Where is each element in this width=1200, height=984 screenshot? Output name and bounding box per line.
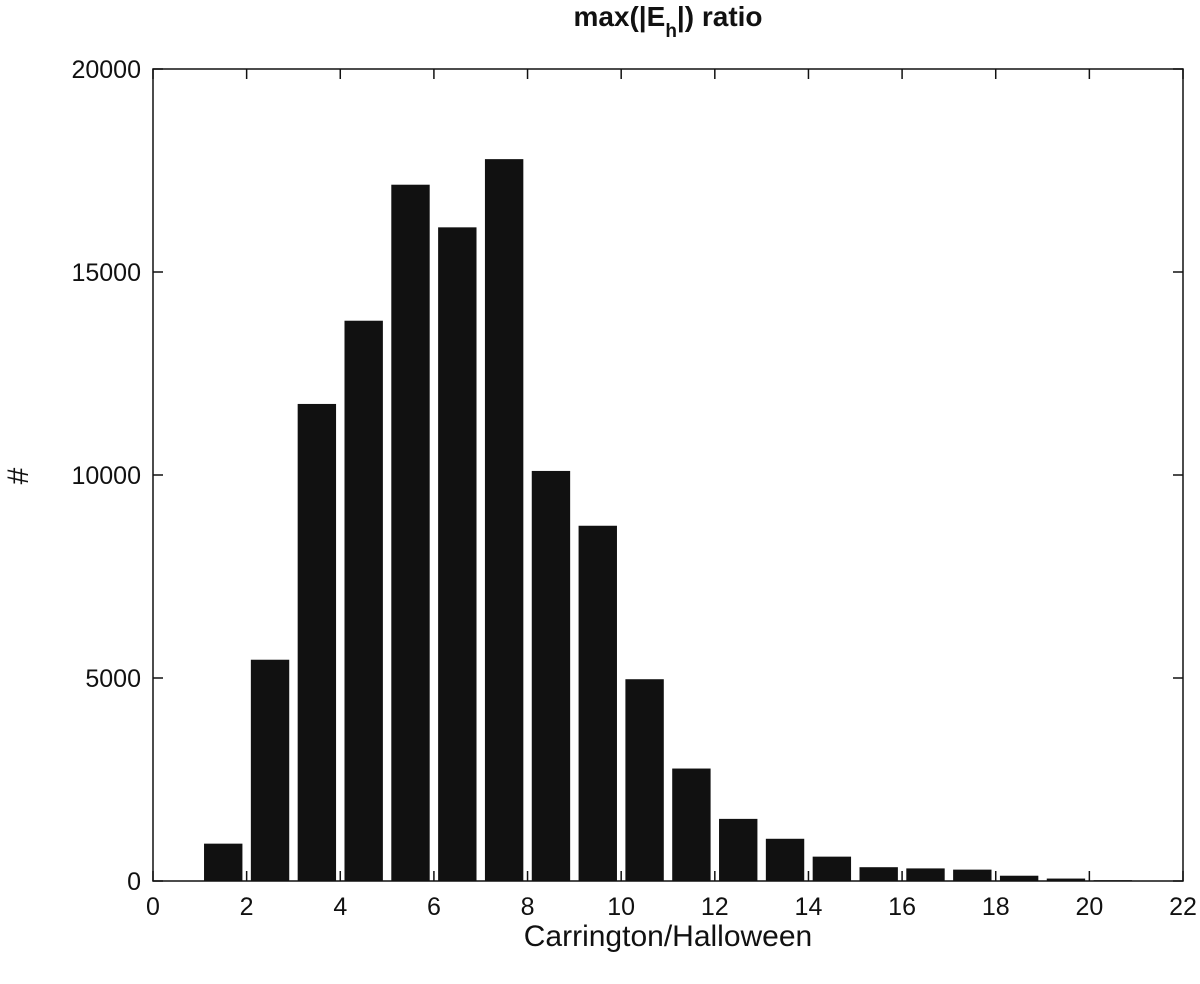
bar-3.5 — [297, 403, 337, 881]
bar-13.5 — [765, 838, 805, 881]
bar-2.5 — [250, 659, 290, 881]
x-tick-label: 22 — [1169, 893, 1197, 921]
x-tick-label: 4 — [333, 893, 347, 921]
bar-5.5 — [391, 184, 430, 881]
x-tick-label: 8 — [521, 893, 535, 921]
bar-18.5 — [999, 875, 1039, 881]
bar-11.5 — [672, 768, 711, 881]
x-tick-label: 6 — [427, 893, 441, 921]
x-tick-label: 16 — [888, 893, 916, 921]
x-tick-label: 18 — [982, 893, 1010, 921]
bar-17.5 — [953, 869, 992, 881]
x-axis-label: Carrington/Halloween — [524, 920, 813, 953]
bar-15.5 — [859, 867, 898, 881]
bar-4.5 — [344, 320, 383, 882]
bar-14.5 — [812, 856, 852, 881]
bar-12.5 — [719, 818, 758, 881]
x-tick-label: 20 — [1075, 893, 1103, 921]
y-tick-label: 20000 — [71, 56, 141, 84]
axes-group: 0 2 4 6 8 10 12 14 16 18 20 22 0 5000 10000 15000 20000 — [71, 56, 1196, 921]
chart-title-subscript: h — [665, 21, 677, 42]
y-axis-label: # — [2, 467, 35, 484]
x-tick-label: 12 — [701, 893, 729, 921]
x-tick-label: 14 — [795, 893, 823, 921]
x-tick-label: 2 — [240, 893, 254, 921]
x-tick-label: 10 — [607, 893, 635, 921]
bar-6.5 — [438, 227, 477, 882]
y-tick-label: 10000 — [71, 462, 141, 490]
y-tick-label: 5000 — [85, 665, 141, 693]
bar-19.5 — [1046, 878, 1086, 881]
bar-1.5 — [204, 843, 243, 881]
bar-16.5 — [906, 868, 945, 881]
x-tick-label: 0 — [146, 893, 160, 921]
y-tick-label: 15000 — [71, 259, 141, 287]
chart-title: max(|Eh|) ratio — [573, 1, 762, 42]
bar-8.5 — [531, 470, 571, 881]
bar-10.5 — [625, 679, 664, 881]
chart-title-prefix: max(|E — [573, 1, 665, 32]
bar-7.5 — [484, 159, 524, 881]
bar-9.5 — [578, 525, 617, 881]
y-tick-label: 0 — [127, 868, 141, 896]
bars-group — [204, 159, 1132, 882]
chart-title-suffix: |) ratio — [677, 1, 763, 32]
